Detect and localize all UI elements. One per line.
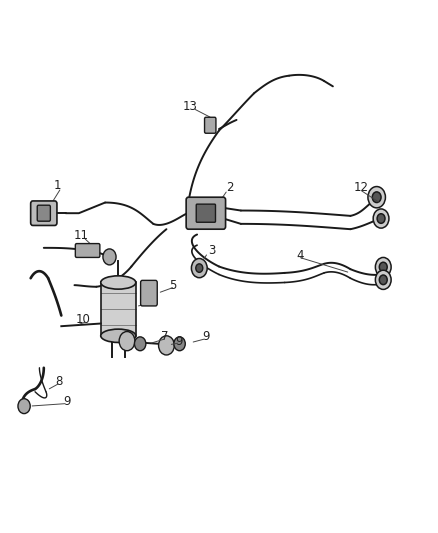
Circle shape [196,264,203,272]
Circle shape [103,249,116,265]
Text: 6: 6 [147,295,155,308]
Circle shape [372,192,381,203]
Circle shape [375,257,391,277]
Text: 9: 9 [175,335,183,348]
FancyBboxPatch shape [196,204,215,222]
Bar [101,282,136,336]
Text: 4: 4 [296,249,304,262]
Text: 7: 7 [160,330,168,343]
Text: 10: 10 [76,313,91,326]
Circle shape [377,214,385,223]
Circle shape [368,187,385,208]
Ellipse shape [101,276,136,289]
Text: 1: 1 [53,179,61,192]
Circle shape [159,336,174,355]
Circle shape [375,270,391,289]
Text: 13: 13 [183,100,198,113]
Text: 8: 8 [56,375,63,387]
Text: 12: 12 [354,181,369,194]
Ellipse shape [101,329,136,342]
Text: 9: 9 [63,395,71,408]
FancyBboxPatch shape [186,197,226,229]
Circle shape [119,332,135,351]
FancyBboxPatch shape [31,201,57,225]
FancyBboxPatch shape [75,244,100,257]
Circle shape [18,399,30,414]
FancyBboxPatch shape [205,117,216,133]
Text: 3: 3 [208,244,215,257]
Circle shape [379,275,387,285]
Text: 11: 11 [74,229,88,242]
Text: 5: 5 [170,279,177,292]
Circle shape [174,337,185,351]
Text: 2: 2 [226,181,234,194]
Circle shape [379,262,387,272]
Circle shape [134,337,146,351]
FancyBboxPatch shape [141,280,157,306]
Circle shape [373,209,389,228]
Circle shape [191,259,207,278]
Text: 9: 9 [202,330,210,343]
FancyBboxPatch shape [37,205,50,221]
